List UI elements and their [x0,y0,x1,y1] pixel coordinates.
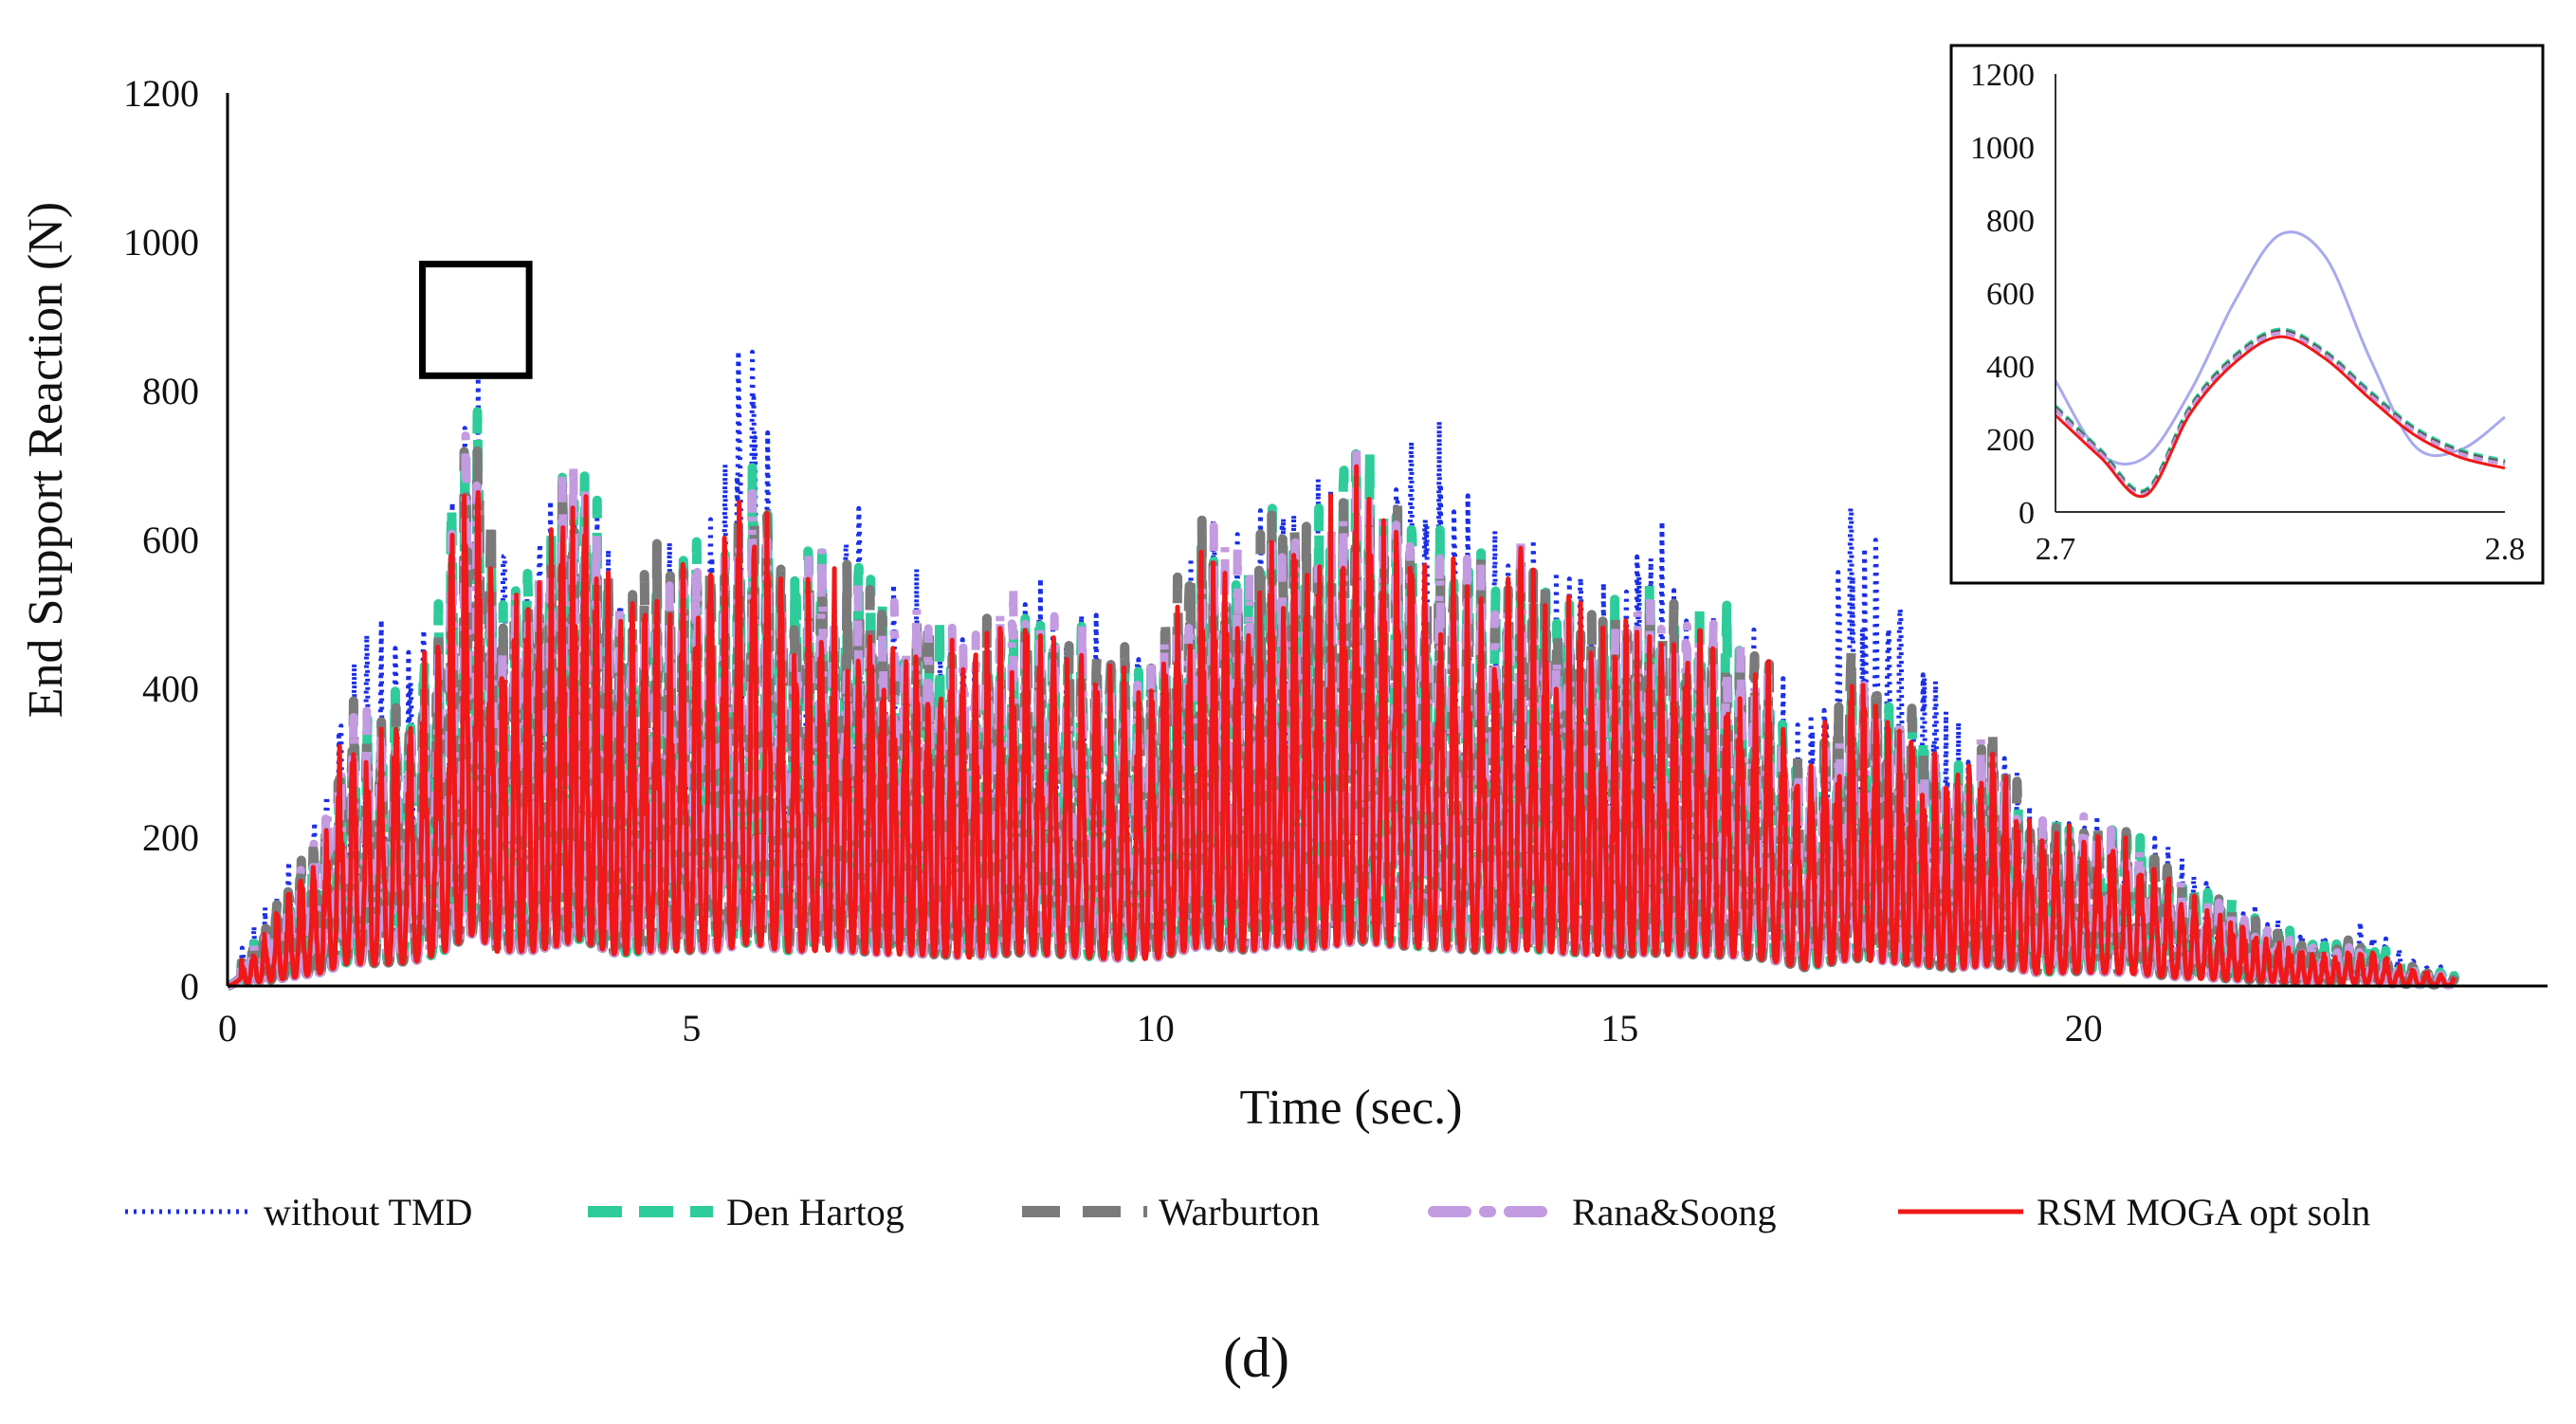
legend-label: without TMD [264,1191,472,1233]
inset-series-line-rana-soong [2054,331,2506,497]
y-axis-title: End Support Reaction (N) [19,202,73,718]
y-tick-label: 1000 [123,221,199,264]
x-tick-label: 5 [682,1007,701,1050]
inset-y-tick-label: 1200 [1970,58,2035,93]
inset-frame [1949,44,2545,585]
y-tick-label: 1200 [123,72,199,115]
x-tick-label: 10 [1137,1007,1175,1050]
x-tick-label: 15 [1600,1007,1638,1050]
legend: without TMD Den Hartog Warburton Rana&Soong… [125,1191,2370,1233]
inset-zoom-plot: 0 200 400 600 800 1000 1200 2.7 2.8 [1949,44,2545,585]
main-x-tick-labels: 0 5 10 15 20 [218,1007,2103,1050]
x-axis-title: Time (sec.) [1240,1081,1463,1135]
inset-series-group [2054,230,2506,499]
y-tick-label: 400 [142,667,199,710]
legend-label: RSM MOGA opt soln [2037,1191,2370,1233]
x-tick-label: 20 [2065,1007,2103,1050]
legend-item-without-tmd: without TMD [125,1191,472,1233]
y-tick-label: 800 [142,370,199,412]
zoom-highlight-box [419,261,533,379]
main-series-group [223,348,2460,991]
inset-series-line-rsm-moga-opt-soln [2054,335,2506,499]
legend-item-rana-soong: Rana&Soong [1428,1191,1777,1233]
legend-item-den-hartog: Den Hartog [588,1191,904,1233]
inset-series-line-without-tmd [2054,230,2506,466]
legend-label: Rana&Soong [1572,1191,1777,1233]
legend-label: Den Hartog [726,1191,904,1233]
y-tick-label: 0 [180,965,199,1008]
y-tick-label: 200 [142,816,199,859]
inset-x-tick-labels: 2.7 2.8 [2036,532,2526,567]
main-y-tick-labels: 0 200 400 600 800 1000 1200 [123,72,199,1008]
inset-y-tick-label: 200 [1986,423,2035,458]
inset-y-tick-label: 800 [1986,204,2035,239]
legend-item-rsm-moga-opt-soln: RSM MOGA opt soln [1898,1191,2370,1233]
main-plot: 0 200 400 600 800 1000 1200 0 5 10 15 20 End Suppo… [19,72,2548,1135]
inset-y-tick-label: 1000 [1970,131,2035,166]
figure-caption: (d) [1223,1326,1289,1389]
inset-y-tick-label: 0 [2019,496,2035,531]
x-tick-label: 0 [218,1007,237,1050]
inset-x-tick-label: 2.8 [2485,532,2526,567]
inset-x-tick-label: 2.7 [2036,532,2076,567]
inset-y-tick-label: 600 [1986,277,2035,312]
inset-y-tick-label: 400 [1986,350,2035,385]
inset-y-tick-labels: 0 200 400 600 800 1000 1200 [1970,58,2035,531]
legend-item-warburton: Warburton [1022,1191,1320,1233]
legend-label: Warburton [1159,1191,1320,1233]
series-line-rsm-moga-opt-soln [226,464,2457,989]
y-tick-label: 600 [142,519,199,561]
